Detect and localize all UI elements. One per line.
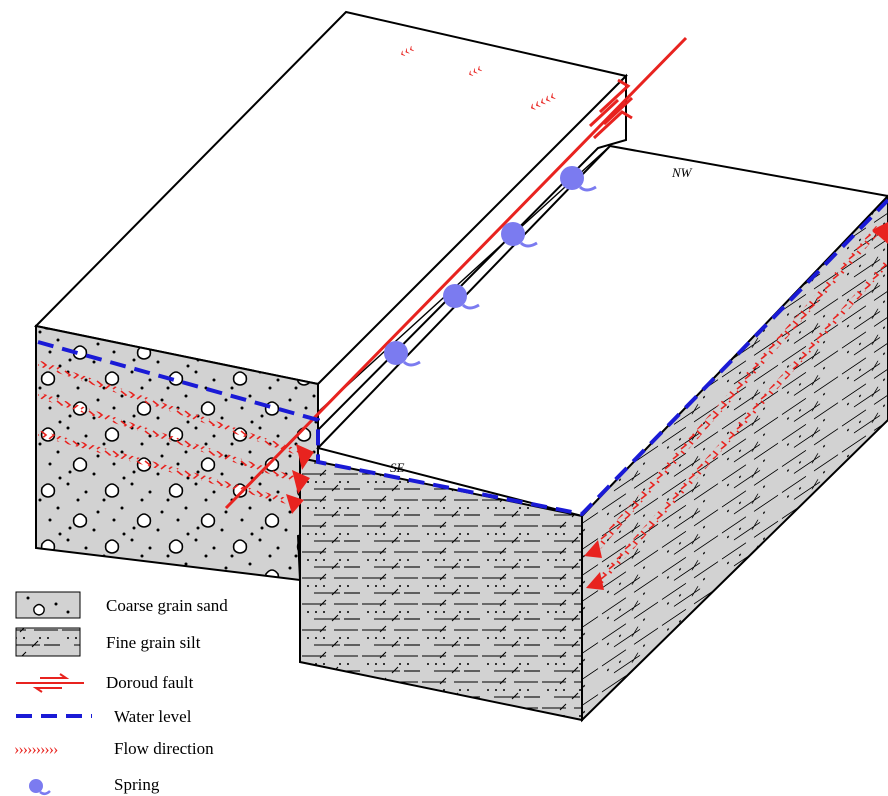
legend-label-spring: Spring [114,775,160,794]
fine-silt-swatch [15,627,81,657]
fault-line-icon [16,673,84,693]
nw-label: NW [671,165,693,180]
legend-label-sand: Coarse grain sand [106,596,228,615]
legend-item-sand: Coarse grain sand [15,591,228,619]
fault-slip-arrows [588,78,634,140]
chevron-arrows-icon: ›››››››››› [14,741,58,758]
spring-icon [501,222,538,248]
svg-text:‹‹‹: ‹‹‹ [396,40,417,61]
coarse-sand-swatch [15,591,81,619]
springs [384,166,597,367]
downthrown-block-top [316,144,888,518]
legend-item-water: Water level [16,707,192,726]
legend-item-silt: Fine grain silt [15,627,201,657]
legend-label-flow: Flow direction [114,739,214,758]
svg-text:‹‹‹: ‹‹‹ [464,60,485,81]
spring-line [317,145,611,413]
spring-icon [29,779,51,795]
legend-item-fault: Doroud fault [16,673,194,693]
spring-icon [443,284,480,310]
legend-item-flow: ›››››››››› Flow direction [14,739,214,758]
spring-icon [384,341,421,367]
silt-side-face [581,194,888,723]
sand-flow-arrows [38,360,314,514]
legend: Coarse grain sand Fine grain silt Doroud… [14,591,228,795]
doroud-fault-trace [224,36,688,510]
water-level-line [37,198,888,517]
se-label: SE [390,460,405,475]
legend-item-spring: Spring [29,775,160,795]
legend-label-silt: Fine grain silt [106,633,201,652]
silt-flow-arrows [584,222,888,590]
legend-label-fault: Doroud fault [106,673,194,692]
legend-label-water: Water level [114,707,192,726]
spring-icon [560,166,597,192]
